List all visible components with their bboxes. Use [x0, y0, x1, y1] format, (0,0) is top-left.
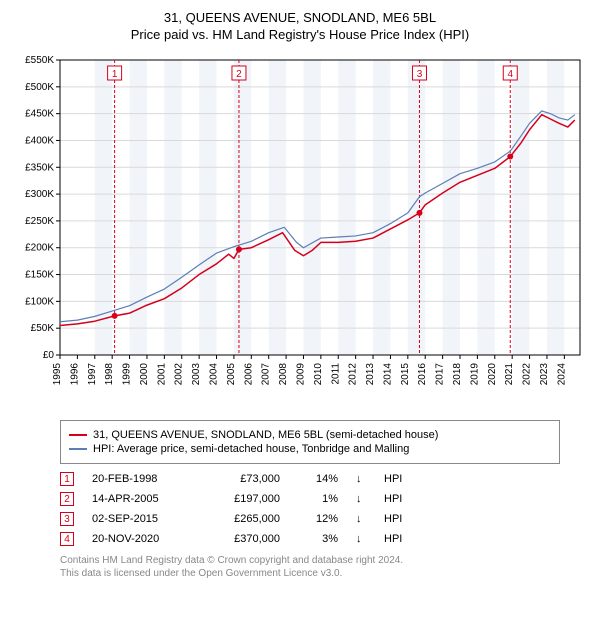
svg-text:1999: 1999 — [122, 363, 133, 386]
svg-text:1997: 1997 — [87, 363, 98, 386]
legend-row: HPI: Average price, semi-detached house,… — [69, 443, 551, 455]
transaction-marker: 1 — [60, 472, 74, 486]
svg-text:4: 4 — [507, 69, 513, 80]
transaction-hpi-label: HPI — [384, 493, 414, 505]
svg-text:£500K: £500K — [25, 82, 54, 93]
transaction-price: £265,000 — [205, 513, 280, 525]
svg-text:2016: 2016 — [417, 363, 428, 386]
svg-text:£450K: £450K — [25, 109, 54, 120]
chart-subtitle: Price paid vs. HM Land Registry's House … — [10, 27, 590, 42]
transaction-price: £370,000 — [205, 533, 280, 545]
svg-text:1995: 1995 — [52, 363, 63, 386]
legend-box: 31, QUEENS AVENUE, SNODLAND, ME6 5BL (se… — [60, 420, 560, 464]
transaction-price: £73,000 — [205, 473, 280, 485]
down-arrow-icon: ↓ — [356, 493, 366, 505]
footer-line-2: This data is licensed under the Open Gov… — [60, 567, 560, 580]
legend-swatch — [69, 434, 87, 436]
transaction-price: £197,000 — [205, 493, 280, 505]
svg-text:2007: 2007 — [261, 363, 272, 386]
svg-text:£400K: £400K — [25, 135, 54, 146]
svg-text:2018: 2018 — [452, 363, 463, 386]
svg-text:2004: 2004 — [209, 363, 220, 386]
svg-text:2024: 2024 — [556, 363, 567, 386]
transaction-pct: 1% — [298, 493, 338, 505]
svg-text:1998: 1998 — [104, 363, 115, 386]
transaction-pct: 14% — [298, 473, 338, 485]
svg-text:2020: 2020 — [487, 363, 498, 386]
svg-text:2005: 2005 — [226, 363, 237, 386]
svg-text:2000: 2000 — [139, 363, 150, 386]
svg-text:2022: 2022 — [522, 363, 533, 386]
transaction-row: 1 20-FEB-1998 £73,000 14% ↓ HPI — [60, 472, 560, 486]
svg-text:1996: 1996 — [69, 363, 80, 386]
transaction-marker: 3 — [60, 512, 74, 526]
svg-text:2015: 2015 — [400, 363, 411, 386]
svg-text:1: 1 — [112, 69, 118, 80]
transaction-pct: 12% — [298, 513, 338, 525]
chart-svg: £0 £50K £100K £150K £200K £250K £300K £350K £400… — [10, 50, 590, 410]
transaction-date: 02-SEP-2015 — [92, 513, 187, 525]
down-arrow-icon: ↓ — [356, 473, 366, 485]
svg-text:3: 3 — [417, 69, 423, 80]
transaction-marker: 2 — [60, 492, 74, 506]
svg-text:£300K: £300K — [25, 189, 54, 200]
transaction-hpi-label: HPI — [384, 513, 414, 525]
down-arrow-icon: ↓ — [356, 533, 366, 545]
svg-text:2011: 2011 — [330, 363, 341, 385]
svg-text:2013: 2013 — [365, 363, 376, 386]
svg-text:2006: 2006 — [243, 363, 254, 386]
transaction-marker: 4 — [60, 532, 74, 546]
transaction-date: 14-APR-2005 — [92, 493, 187, 505]
transaction-date: 20-NOV-2020 — [92, 533, 187, 545]
legend-swatch — [69, 448, 87, 450]
svg-text:2: 2 — [236, 69, 242, 80]
svg-text:2002: 2002 — [174, 363, 185, 386]
footer-attribution: Contains HM Land Registry data © Crown c… — [60, 554, 560, 580]
transaction-row: 2 14-APR-2005 £197,000 1% ↓ HPI — [60, 492, 560, 506]
svg-text:2001: 2001 — [156, 363, 167, 386]
svg-text:£50K: £50K — [31, 323, 55, 334]
legend-label: HPI: Average price, semi-detached house,… — [93, 443, 409, 455]
transaction-date: 20-FEB-1998 — [92, 473, 187, 485]
svg-text:£100K: £100K — [25, 296, 54, 307]
svg-text:2021: 2021 — [504, 363, 515, 386]
transaction-pct: 3% — [298, 533, 338, 545]
transactions-table: 1 20-FEB-1998 £73,000 14% ↓ HPI 2 14-APR-2005 £1… — [60, 472, 560, 546]
svg-text:2009: 2009 — [295, 363, 306, 386]
transaction-row: 3 02-SEP-2015 £265,000 12% ↓ HPI — [60, 512, 560, 526]
svg-text:£0: £0 — [43, 350, 55, 361]
svg-text:2003: 2003 — [191, 363, 202, 386]
svg-text:£150K: £150K — [25, 270, 54, 281]
chart-area: £0 £50K £100K £150K £200K £250K £300K £350K £400… — [10, 50, 590, 410]
svg-text:2019: 2019 — [469, 363, 480, 386]
svg-text:£550K: £550K — [25, 55, 54, 66]
svg-text:£350K: £350K — [25, 162, 54, 173]
svg-text:£200K: £200K — [25, 243, 54, 254]
legend-row: 31, QUEENS AVENUE, SNODLAND, ME6 5BL (se… — [69, 429, 551, 441]
legend-label: 31, QUEENS AVENUE, SNODLAND, ME6 5BL (se… — [93, 429, 438, 441]
footer-line-1: Contains HM Land Registry data © Crown c… — [60, 554, 560, 567]
svg-text:2008: 2008 — [278, 363, 289, 386]
svg-text:2014: 2014 — [382, 363, 393, 386]
svg-text:£250K: £250K — [25, 216, 54, 227]
transaction-hpi-label: HPI — [384, 473, 414, 485]
svg-text:2023: 2023 — [539, 363, 550, 386]
chart-title: 31, QUEENS AVENUE, SNODLAND, ME6 5BL — [10, 10, 590, 25]
transaction-hpi-label: HPI — [384, 533, 414, 545]
transaction-row: 4 20-NOV-2020 £370,000 3% ↓ HPI — [60, 532, 560, 546]
down-arrow-icon: ↓ — [356, 513, 366, 525]
svg-text:2010: 2010 — [313, 363, 324, 386]
svg-text:2017: 2017 — [435, 363, 446, 386]
svg-text:2012: 2012 — [348, 363, 359, 386]
